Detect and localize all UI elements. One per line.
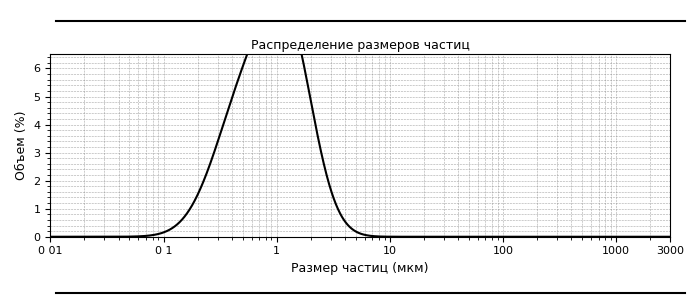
X-axis label: Размер частиц (мкм): Размер частиц (мкм) [291,262,429,275]
Y-axis label: Объем (%): Объем (%) [15,111,28,180]
Title: Распределение размеров частиц: Распределение размеров частиц [251,39,470,52]
